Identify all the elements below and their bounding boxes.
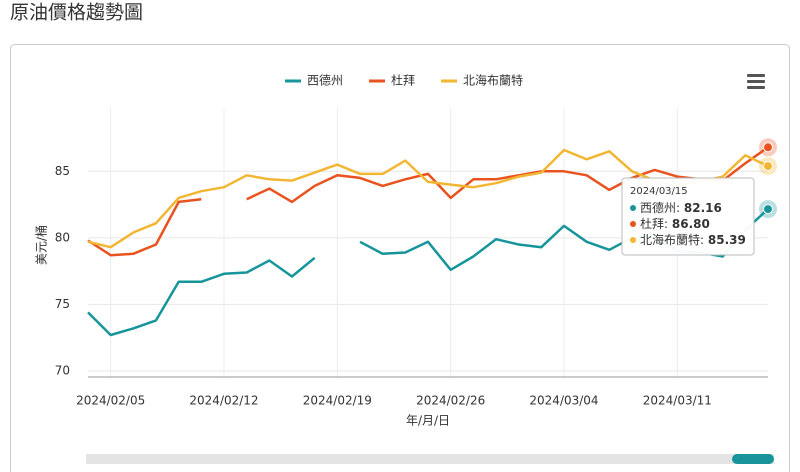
x-tick-label: 2024/03/11 [643, 394, 712, 408]
x-tick-label: 2024/03/04 [529, 394, 598, 408]
tooltip-value: 86.80 [672, 217, 710, 231]
tooltip-value: 82.16 [684, 201, 722, 215]
tooltip-value: 85.39 [708, 233, 746, 247]
y-tick-label: 80 [55, 230, 70, 244]
menu-icon[interactable] [747, 74, 765, 89]
highlight-point [763, 142, 773, 153]
tooltip-name: 西德州: 82.16 [640, 200, 722, 215]
page-title: 原油價格趨勢圖 [10, 2, 143, 24]
highlight-point [763, 204, 773, 215]
tooltip-name: 杜拜: 86.80 [640, 216, 710, 231]
tooltip-box [621, 177, 755, 256]
y-axis-label: 美元/桶 [34, 225, 49, 265]
scroll-handle[interactable] [732, 454, 774, 464]
tooltip-dot [630, 221, 636, 227]
y-tick-label: 75 [55, 297, 70, 311]
tooltip-dot [630, 205, 636, 211]
tooltip-name: 北海布蘭特: 85.39 [640, 232, 746, 247]
highlight-point [763, 161, 773, 172]
x-tick-label: 2024/02/05 [76, 394, 145, 408]
tooltip-dot [630, 237, 636, 243]
x-tick-label: 2024/02/19 [303, 394, 372, 408]
legend-label[interactable]: 北海布蘭特 [463, 73, 523, 88]
tooltip-sep: : [676, 201, 684, 215]
x-tick-label: 2024/02/26 [416, 394, 485, 408]
y-tick-label: 85 [55, 164, 70, 178]
legend-label[interactable]: 西德州 [307, 73, 343, 88]
scrollbar[interactable] [86, 454, 774, 464]
card [10, 44, 790, 472]
tooltip-title: 2024/03/15 [630, 186, 688, 197]
legend-label[interactable]: 杜拜 [391, 73, 415, 88]
line [87, 146, 769, 257]
tooltip-sep: : [664, 217, 672, 231]
x-axis-label: 年/月/日 [406, 414, 450, 428]
tooltip-series: 西德州 [640, 200, 676, 215]
tooltip-series: 杜拜 [640, 216, 664, 231]
tooltip-sep: : [700, 233, 708, 247]
x-tick-label: 2024/02/12 [189, 394, 258, 408]
y-tick-label: 70 [55, 364, 70, 378]
tooltip-series: 北海布蘭特 [640, 232, 700, 247]
